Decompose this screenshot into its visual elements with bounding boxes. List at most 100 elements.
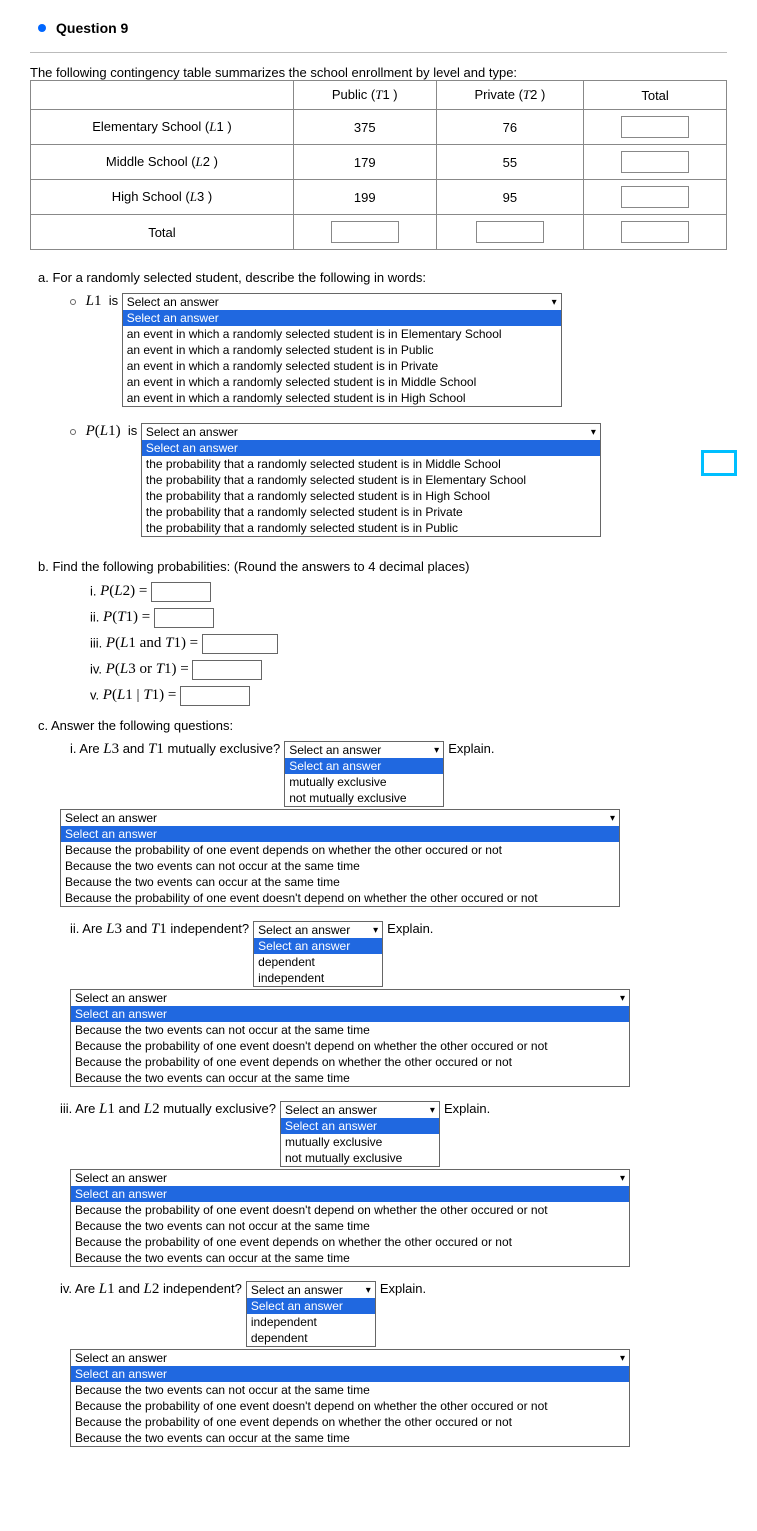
total-input[interactable] bbox=[621, 151, 689, 173]
table-row: High School (L3 ) 199 95 bbox=[31, 180, 727, 215]
dd-option[interactable]: the probability that a randomly selected… bbox=[142, 488, 600, 504]
q2-small-dropdown[interactable]: Select an answer ▾ Select an answer depen… bbox=[253, 921, 383, 987]
dd-option[interactable]: dependent bbox=[247, 1330, 375, 1346]
chevron-down-icon: ▾ bbox=[552, 297, 557, 308]
total-input[interactable] bbox=[621, 116, 689, 138]
dd-placeholder: Select an answer bbox=[258, 923, 350, 937]
answer-input[interactable] bbox=[202, 634, 278, 654]
dd-option[interactable]: an event in which a randomly selected st… bbox=[123, 326, 561, 342]
item-num: iv. bbox=[90, 661, 102, 676]
highlight-box bbox=[701, 450, 737, 476]
item-num: ii. bbox=[90, 609, 99, 624]
cell: 55 bbox=[436, 145, 584, 180]
q4-big-dropdown[interactable]: Select an answer▾ Select an answer Becau… bbox=[70, 1349, 630, 1447]
answer-input[interactable] bbox=[154, 608, 214, 628]
table-row: Total bbox=[31, 215, 727, 250]
cell: 76 bbox=[436, 110, 584, 145]
dd-selected[interactable]: Select an answer bbox=[281, 1118, 439, 1134]
list-item: iv. P(L3 or T1) = bbox=[90, 660, 727, 680]
part-c-q4: iv. Are L1 and L2 independent? Select an… bbox=[60, 1281, 727, 1347]
dd-option[interactable]: not mutually exclusive bbox=[285, 790, 443, 806]
cell: 95 bbox=[436, 180, 584, 215]
part-c-q2: ii. Are L3 and T1 independent? Select an… bbox=[70, 921, 727, 987]
dd-selected[interactable]: Select an answer bbox=[285, 758, 443, 774]
dd-option[interactable]: not mutually exclusive bbox=[281, 1150, 439, 1166]
dd-option[interactable]: Because the probability of one event doe… bbox=[61, 890, 619, 906]
dd-option[interactable]: the probability that a randomly selected… bbox=[142, 456, 600, 472]
dd-option[interactable]: independent bbox=[254, 970, 382, 986]
q4-small-dropdown[interactable]: Select an answer▾ Select an answer indep… bbox=[246, 1281, 376, 1347]
cell-input bbox=[584, 110, 727, 145]
dd-option[interactable]: the probability that a randomly selected… bbox=[142, 520, 600, 536]
dd-option[interactable]: the probability that a randomly selected… bbox=[142, 504, 600, 520]
dd-option[interactable]: Because the probability of one event doe… bbox=[71, 1202, 629, 1218]
total-input[interactable] bbox=[476, 221, 544, 243]
dd-selected[interactable]: Select an answer bbox=[254, 938, 382, 954]
dd-option[interactable]: Because the two events can not occur at … bbox=[71, 1382, 629, 1398]
dd-option[interactable]: mutually exclusive bbox=[281, 1134, 439, 1150]
dd-option[interactable]: an event in which a randomly selected st… bbox=[123, 342, 561, 358]
dd-option[interactable]: Because the probability of one event dep… bbox=[71, 1414, 629, 1430]
dd-selected[interactable]: Select an answer bbox=[142, 440, 600, 456]
cell-input bbox=[436, 215, 584, 250]
l1-dropdown[interactable]: Select an answer▾ Select an answer an ev… bbox=[122, 293, 562, 407]
dd-selected[interactable]: Select an answer bbox=[247, 1298, 375, 1314]
question-number: Question 9 bbox=[56, 20, 128, 36]
answer-input[interactable] bbox=[180, 686, 250, 706]
dd-option[interactable]: an event in which a randomly selected st… bbox=[123, 390, 561, 406]
q1-big-dropdown[interactable]: Select an answer▾ Select an answer Becau… bbox=[60, 809, 620, 907]
dd-option[interactable]: Because the two events can occur at the … bbox=[71, 1430, 629, 1446]
dd-selected[interactable]: Select an answer bbox=[71, 1006, 629, 1022]
dd-selected[interactable]: Select an answer bbox=[71, 1366, 629, 1382]
total-input[interactable] bbox=[621, 186, 689, 208]
q3-small-dropdown[interactable]: Select an answer▾ Select an answer mutua… bbox=[280, 1101, 440, 1167]
dd-option[interactable]: dependent bbox=[254, 954, 382, 970]
dd-option[interactable]: Because the probability of one event doe… bbox=[71, 1038, 629, 1054]
dd-option[interactable]: Because the probability of one event dep… bbox=[71, 1234, 629, 1250]
q-text: i. Are L3 and T1 mutually exclusive? bbox=[70, 741, 280, 758]
q2-big-dropdown[interactable]: Select an answer▾ Select an answer Becau… bbox=[70, 989, 630, 1087]
item-num: i. bbox=[90, 583, 97, 598]
dd-option[interactable]: an event in which a randomly selected st… bbox=[123, 358, 561, 374]
answer-input[interactable] bbox=[192, 660, 262, 680]
table-row: Middle School (L2 ) 179 55 bbox=[31, 145, 727, 180]
dd-option[interactable]: independent bbox=[247, 1314, 375, 1330]
prob-label: P(L1 | T1) = bbox=[103, 687, 177, 704]
dd-option[interactable]: Because the two events can occur at the … bbox=[71, 1070, 629, 1086]
dd-selected[interactable]: Select an answer bbox=[123, 310, 561, 326]
answer-input[interactable] bbox=[151, 582, 211, 602]
total-input[interactable] bbox=[621, 221, 689, 243]
pl1-dropdown[interactable]: Select an answer▾ Select an answer the p… bbox=[141, 423, 601, 537]
part-a-pl1: P(L1) is Select an answer▾ Select an ans… bbox=[70, 423, 727, 537]
chevron-down-icon: ▾ bbox=[373, 925, 378, 936]
dd-selected[interactable]: Select an answer bbox=[71, 1186, 629, 1202]
header-public: Public (T1 ) bbox=[293, 81, 436, 110]
q1-small-dropdown[interactable]: Select an answer▾ Select an answer mutua… bbox=[284, 741, 444, 807]
dd-option[interactable]: the probability that a randomly selected… bbox=[142, 472, 600, 488]
dd-placeholder: Select an answer bbox=[146, 425, 238, 439]
dd-option[interactable]: mutually exclusive bbox=[285, 774, 443, 790]
chevron-down-icon: ▾ bbox=[430, 1105, 435, 1116]
dd-selected[interactable]: Select an answer bbox=[61, 826, 619, 842]
part-c-q3: iii. Are L1 and L2 mutually exclusive? S… bbox=[60, 1101, 727, 1167]
cell: 179 bbox=[293, 145, 436, 180]
part-a-prompt: a. For a randomly selected student, desc… bbox=[38, 270, 727, 285]
part-c-prompt: c. Answer the following questions: bbox=[38, 718, 727, 733]
dd-option[interactable]: Because the two events can not occur at … bbox=[61, 858, 619, 874]
q-text: ii. Are L3 and T1 independent? bbox=[70, 921, 249, 938]
contingency-table: Public (T1 ) Private (T2 ) Total Element… bbox=[30, 80, 727, 250]
dd-option[interactable]: Because the two events can not occur at … bbox=[71, 1022, 629, 1038]
dd-option[interactable]: Because the probability of one event dep… bbox=[71, 1054, 629, 1070]
dd-option[interactable]: Because the probability of one event doe… bbox=[71, 1398, 629, 1414]
prob-label: P(T1) = bbox=[103, 609, 150, 626]
table-header-row: Public (T1 ) Private (T2 ) Total bbox=[31, 81, 727, 110]
dd-option[interactable]: Because the two events can occur at the … bbox=[71, 1250, 629, 1266]
part-a-l1: L1 is Select an answer▾ Select an answer… bbox=[70, 293, 727, 407]
header-private: Private (T2 ) bbox=[436, 81, 584, 110]
dd-option[interactable]: Because the two events can occur at the … bbox=[61, 874, 619, 890]
total-input[interactable] bbox=[331, 221, 399, 243]
q3-big-dropdown[interactable]: Select an answer▾ Select an answer Becau… bbox=[70, 1169, 630, 1267]
dd-option[interactable]: Because the probability of one event dep… bbox=[61, 842, 619, 858]
dd-option[interactable]: Because the two events can not occur at … bbox=[71, 1218, 629, 1234]
dd-option[interactable]: an event in which a randomly selected st… bbox=[123, 374, 561, 390]
